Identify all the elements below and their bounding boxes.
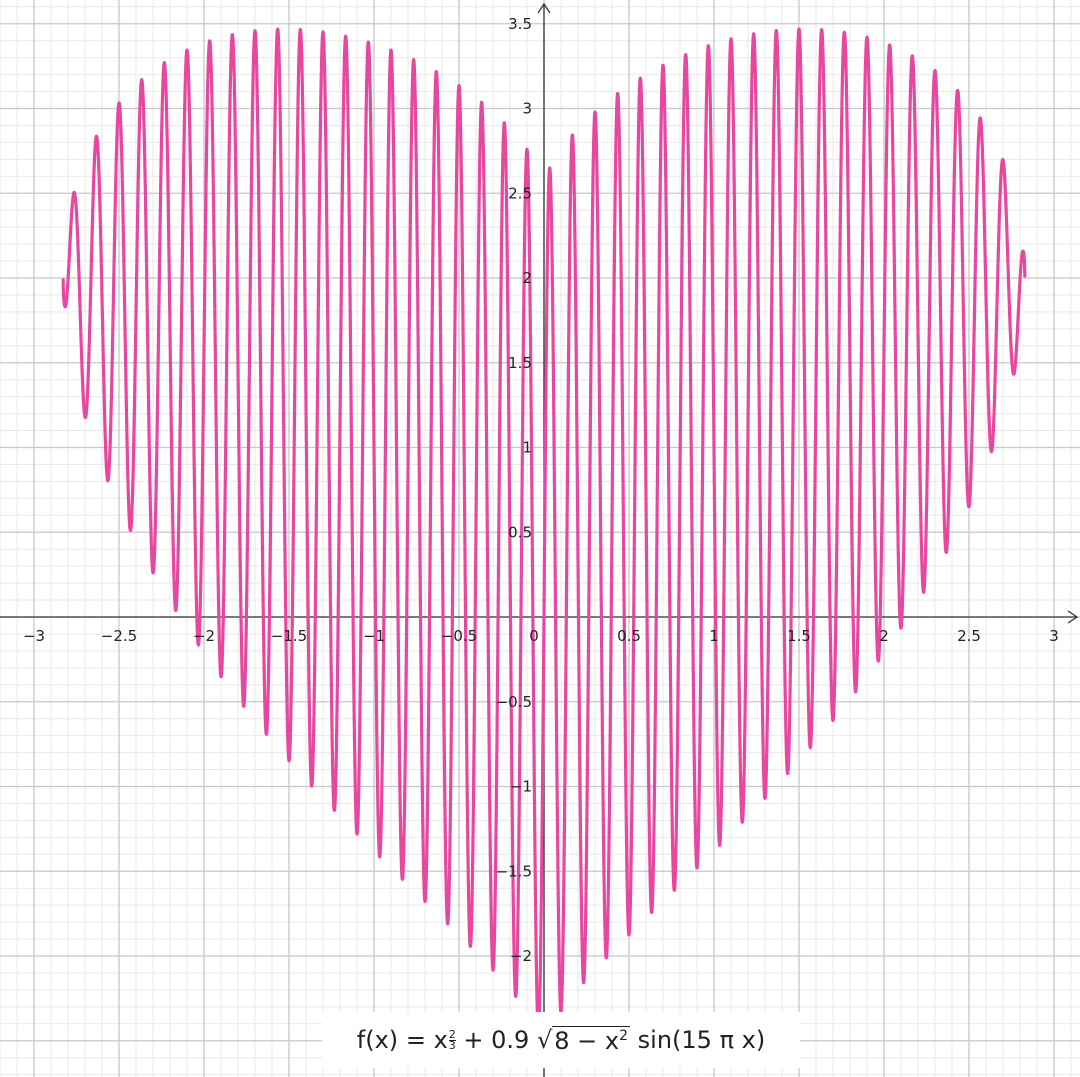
x-tick-label: −1.5: [271, 627, 307, 645]
x-tick-label: 2: [879, 627, 889, 645]
y-tick-label: 0.5: [508, 523, 532, 541]
y-tick-label: 3.5: [508, 15, 532, 33]
x-tick-label: 1.5: [787, 627, 811, 645]
formula-fx: f(x): [356, 1026, 399, 1054]
x-tick-label: −2.5: [101, 627, 137, 645]
y-tick-label: 2.5: [508, 184, 532, 202]
exponent-denominator: 3: [448, 1038, 456, 1052]
x-tick-label: −0.5: [441, 627, 477, 645]
x-tick-label: 0: [529, 627, 539, 645]
y-tick-label: 3: [522, 100, 532, 118]
formula-equals: =: [405, 1026, 426, 1054]
x-tick-label: 1: [709, 627, 719, 645]
x-tick-label: −1: [363, 627, 385, 645]
x-tick-label: 3: [1049, 627, 1059, 645]
y-tick-label: 1: [522, 439, 532, 457]
sqrt-sign: √: [536, 1026, 553, 1054]
function-curve: [61, 27, 1027, 1033]
y-tick-label: −1: [510, 778, 532, 796]
formula-sin: sin(15 π x): [637, 1026, 766, 1054]
y-tick-label: −1.5: [496, 862, 532, 880]
y-tick-label: −2: [510, 947, 532, 965]
curve-layer: [61, 27, 1027, 1033]
formula-base: x: [433, 1026, 448, 1054]
x-axis-arrow: [1067, 610, 1079, 624]
x-tick-label: −2: [193, 627, 215, 645]
x-tick-label: 0.5: [617, 627, 641, 645]
sqrt-radicand: 8 − x2: [552, 1025, 631, 1055]
y-tick-label: −0.5: [496, 693, 532, 711]
x-tick-label: 2.5: [957, 627, 981, 645]
y-axis-arrow: [537, 2, 551, 14]
y-tick-label: 1.5: [508, 354, 532, 372]
tick-labels: −3 −2.5 −2 −1.5 −1 −0.5 0 0.5 1 1.5 2 2.5 3 −2 −1.5 −1 −…: [23, 15, 1059, 965]
radicand-text: 8 − x: [554, 1026, 620, 1055]
radicand-exponent: 2: [619, 1027, 629, 1044]
y-tick-label: 2: [522, 269, 532, 287]
formula-plus-coeff: + 0.9: [463, 1026, 530, 1054]
exponent-numerator: 2: [448, 1027, 456, 1041]
x-tick-label: −3: [23, 627, 45, 645]
